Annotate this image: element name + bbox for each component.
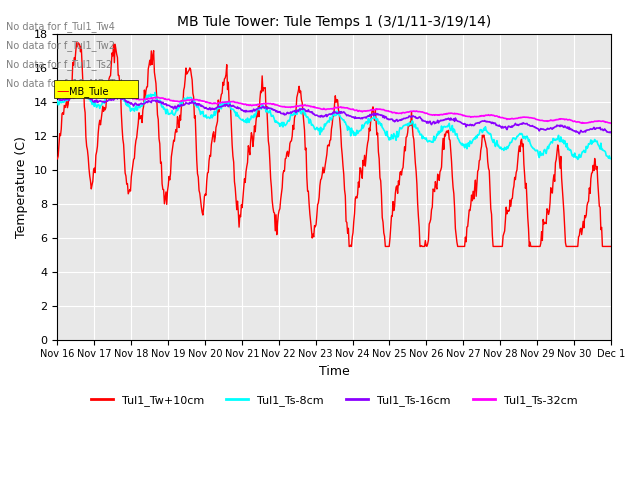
X-axis label: Time: Time — [319, 365, 349, 378]
Text: No data for f_Tul1_Tw4: No data for f_Tul1_Tw4 — [6, 21, 115, 32]
Y-axis label: Temperature (C): Temperature (C) — [15, 136, 28, 238]
Text: No data for f_Tul1_Tw2: No data for f_Tul1_Tw2 — [6, 40, 115, 51]
Legend: Tul1_Tw+10cm, Tul1_Ts-8cm, Tul1_Ts-16cm, Tul1_Ts-32cm: Tul1_Tw+10cm, Tul1_Ts-8cm, Tul1_Ts-16cm,… — [86, 391, 582, 410]
Title: MB Tule Tower: Tule Temps 1 (3/1/11-3/19/14): MB Tule Tower: Tule Temps 1 (3/1/11-3/19… — [177, 15, 492, 29]
Text: No data for f_Tul1_Ts2: No data for f_Tul1_Ts2 — [6, 59, 113, 70]
Text: —: — — [56, 84, 69, 97]
Text: No data for f_18_MB_Tule: No data for f_18_MB_Tule — [6, 78, 129, 89]
Text: MB_Tule: MB_Tule — [69, 86, 109, 97]
